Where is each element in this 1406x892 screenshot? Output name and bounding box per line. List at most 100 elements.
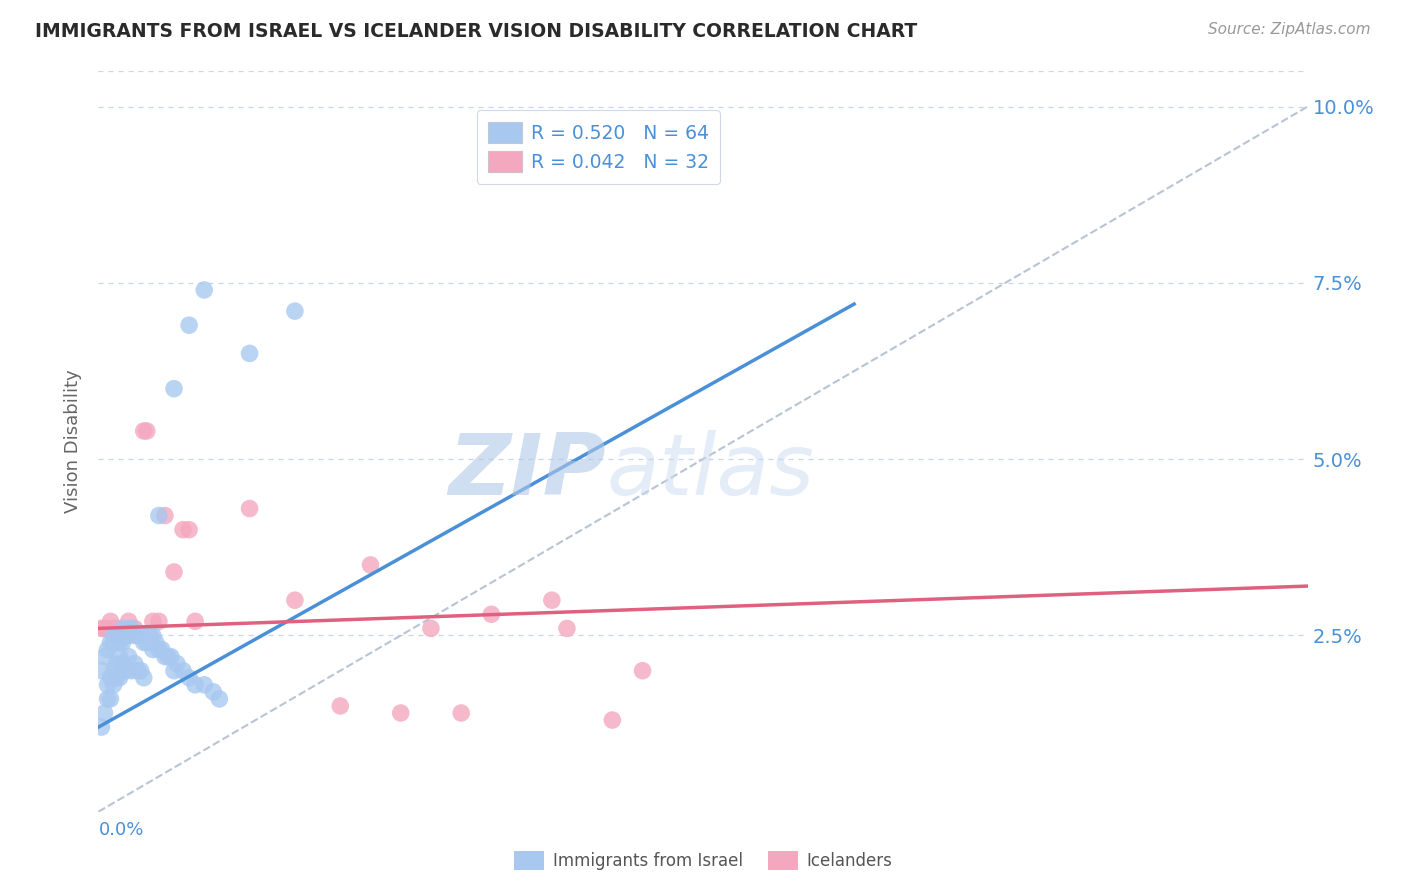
Point — [156, 649, 179, 664]
Point — [103, 628, 125, 642]
Point — [153, 508, 176, 523]
Point — [202, 685, 225, 699]
Point — [166, 657, 188, 671]
Point — [111, 635, 134, 649]
Point — [90, 664, 112, 678]
Point — [127, 628, 149, 642]
Text: ZIP: ZIP — [449, 430, 606, 513]
Point — [481, 607, 503, 622]
Text: Source: ZipAtlas.com: Source: ZipAtlas.com — [1208, 22, 1371, 37]
Point — [93, 621, 115, 635]
Point — [172, 523, 194, 537]
Point — [118, 628, 141, 642]
Point — [111, 621, 134, 635]
Point — [329, 698, 352, 713]
Point — [127, 664, 149, 678]
Point — [93, 706, 115, 720]
Point — [450, 706, 472, 720]
Text: 0.0%: 0.0% — [98, 821, 143, 838]
Point — [105, 671, 128, 685]
Text: IMMIGRANTS FROM ISRAEL VS ICELANDER VISION DISABILITY CORRELATION CHART: IMMIGRANTS FROM ISRAEL VS ICELANDER VISI… — [35, 22, 917, 41]
Point — [163, 565, 186, 579]
Point — [118, 649, 141, 664]
Point — [100, 692, 122, 706]
Point — [172, 664, 194, 678]
Point — [103, 635, 125, 649]
Point — [103, 621, 125, 635]
Point — [114, 628, 136, 642]
Y-axis label: Vision Disability: Vision Disability — [65, 369, 83, 514]
Point — [153, 649, 176, 664]
Point — [142, 615, 165, 629]
Point — [150, 642, 173, 657]
Point — [96, 642, 118, 657]
Point — [105, 635, 128, 649]
Point — [284, 304, 307, 318]
Point — [90, 720, 112, 734]
Point — [193, 283, 215, 297]
Point — [124, 657, 146, 671]
Point — [184, 678, 207, 692]
Point — [111, 621, 134, 635]
Point — [108, 649, 131, 664]
Point — [121, 664, 143, 678]
Point — [105, 621, 128, 635]
Point — [239, 501, 262, 516]
Point — [163, 664, 186, 678]
Point — [555, 621, 578, 635]
Point — [118, 621, 141, 635]
Point — [184, 615, 207, 629]
Point — [118, 615, 141, 629]
Point — [90, 621, 112, 635]
Point — [111, 657, 134, 671]
Point — [360, 558, 382, 572]
Point — [602, 713, 624, 727]
Point — [420, 621, 443, 635]
Point — [142, 628, 165, 642]
Point — [93, 649, 115, 664]
Point — [100, 635, 122, 649]
Point — [145, 635, 167, 649]
Point — [124, 621, 146, 635]
Point — [132, 635, 155, 649]
Point — [100, 615, 122, 629]
Point — [148, 615, 170, 629]
Text: atlas: atlas — [606, 430, 814, 513]
Point — [114, 664, 136, 678]
Point — [135, 635, 157, 649]
Point — [132, 671, 155, 685]
Point — [121, 621, 143, 635]
Point — [208, 692, 231, 706]
Point — [103, 678, 125, 692]
Point — [129, 664, 152, 678]
Point — [132, 424, 155, 438]
Point — [103, 664, 125, 678]
Point — [193, 678, 215, 692]
Point — [148, 642, 170, 657]
Point — [239, 346, 262, 360]
Point — [148, 508, 170, 523]
Legend: Immigrants from Israel, Icelanders: Immigrants from Israel, Icelanders — [508, 845, 898, 877]
Point — [389, 706, 412, 720]
Point — [108, 628, 131, 642]
Point — [108, 628, 131, 642]
Point — [96, 692, 118, 706]
Point — [163, 382, 186, 396]
Point — [105, 628, 128, 642]
Point — [105, 657, 128, 671]
Point — [96, 678, 118, 692]
Point — [129, 628, 152, 642]
Point — [114, 628, 136, 642]
Point — [108, 671, 131, 685]
Point — [179, 318, 201, 333]
Point — [179, 671, 201, 685]
Point — [160, 649, 183, 664]
Point — [179, 523, 201, 537]
Point — [135, 424, 157, 438]
Point — [540, 593, 562, 607]
Point — [96, 621, 118, 635]
Point — [142, 642, 165, 657]
Point — [284, 593, 307, 607]
Point — [124, 628, 146, 642]
Point — [631, 664, 654, 678]
